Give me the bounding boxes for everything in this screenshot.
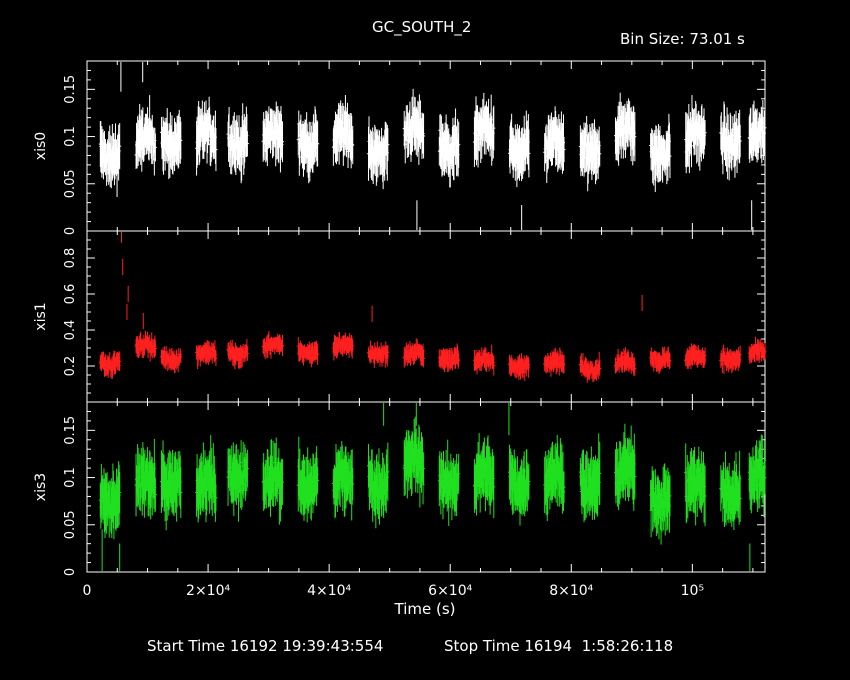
panel-xis0: 0 0.05 0.1 0.15 xis0	[33, 60, 767, 235]
stop-time: Stop Time 16194 1:58:26:118	[444, 637, 674, 655]
series-xis0	[98, 62, 767, 230]
panel-xis3: 0 0.05 0.1 0.15 xis3	[33, 401, 767, 576]
y-tick-label: 0.05	[63, 510, 78, 539]
y-tick-label: 0	[63, 227, 78, 235]
y-axis-label: xis1	[33, 302, 49, 330]
y-tick-label: 0	[63, 568, 78, 576]
y-tick-label: 0.6	[63, 284, 78, 305]
y-tick-label: 0.1	[63, 467, 78, 488]
bin-size-label: Bin Size: 73.01 s	[620, 30, 745, 48]
x-tick-label: 8×10⁴	[549, 583, 593, 599]
start-time: Start Time 16192 19:39:43:554	[147, 637, 384, 655]
x-axis-label: Time (s)	[394, 600, 456, 618]
panel-xis1: 0.2 0.4 0.6 0.8 xis1	[33, 230, 767, 403]
y-tick-label: 0.15	[63, 416, 78, 445]
y-axis-label: xis3	[33, 473, 49, 501]
x-tick-label: 4×10⁴	[307, 583, 351, 599]
series-xis1	[98, 232, 767, 383]
x-tick-label: 6×10⁴	[428, 583, 472, 599]
y-tick-label: 0.4	[63, 320, 78, 341]
y-tick-label: 0.2	[63, 356, 78, 377]
x-tick-label: 2×10⁴	[186, 583, 230, 599]
y-tick-label: 0.05	[63, 169, 78, 198]
x-tick-label: 10⁵	[681, 583, 704, 599]
y-tick-label: 0.8	[63, 248, 78, 269]
y-axis-label: xis0	[33, 132, 49, 160]
x-tick-label: 0	[83, 583, 92, 599]
chart-title: GC_SOUTH_2	[372, 18, 472, 36]
y-tick-label: 0.15	[63, 75, 78, 104]
panel-frame	[86, 230, 766, 403]
y-tick-label: 0.1	[63, 126, 78, 147]
series-xis3	[98, 403, 767, 571]
